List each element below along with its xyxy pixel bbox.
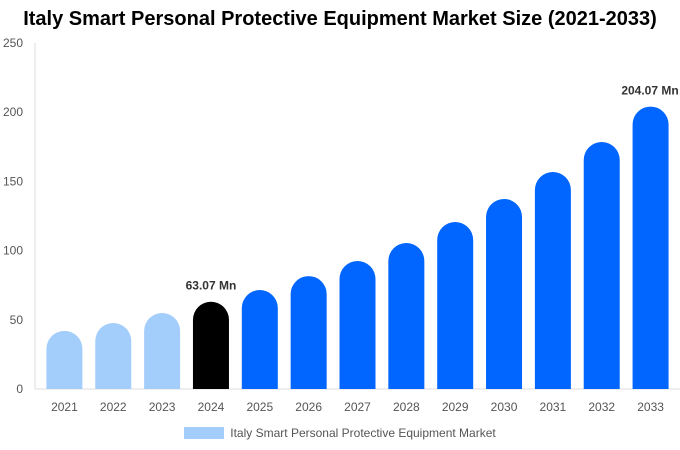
x-tick-label: 2025 <box>246 400 273 414</box>
x-tick-label: 2021 <box>51 400 78 414</box>
bar-2025 <box>241 290 278 389</box>
x-tick-label: 2029 <box>442 400 469 414</box>
legend-swatch <box>184 427 225 439</box>
x-tick-label: 2030 <box>491 400 518 414</box>
y-tick-label: 100 <box>3 244 23 258</box>
bar-2026 <box>290 276 327 389</box>
x-tick-label: 2028 <box>393 400 420 414</box>
x-tick-label: 2023 <box>149 400 176 414</box>
x-tick-label: 2024 <box>198 400 225 414</box>
bar-2022 <box>95 322 132 389</box>
bar-2030 <box>486 198 523 389</box>
bar-2023 <box>144 313 181 389</box>
y-tick-label: 150 <box>3 174 23 188</box>
data-label: 204.07 Mn <box>621 84 678 98</box>
y-tick-label: 0 <box>16 382 23 396</box>
bar-2029 <box>437 221 474 389</box>
bar-2032 <box>583 141 620 389</box>
data-label: 63.07 Mn <box>186 279 237 293</box>
chart-title: Italy Smart Personal Protective Equipmen… <box>23 8 657 30</box>
y-tick-label: 250 <box>3 36 23 50</box>
legend-label: Italy Smart Personal Protective Equipmen… <box>230 426 496 440</box>
x-tick-label: 2033 <box>637 400 664 414</box>
bar-2021 <box>46 330 83 389</box>
y-tick-label: 50 <box>10 313 24 327</box>
x-tick-label: 2031 <box>540 400 567 414</box>
bar-2027 <box>339 260 376 389</box>
bar-2028 <box>388 242 425 389</box>
x-tick-label: 2026 <box>295 400 322 414</box>
bar-2031 <box>534 171 571 389</box>
bar-2024 <box>192 301 229 389</box>
x-tick-label: 2032 <box>588 400 615 414</box>
y-tick-label: 200 <box>3 105 23 119</box>
x-tick-label: 2022 <box>100 400 127 414</box>
legend: Italy Smart Personal Protective Equipmen… <box>0 426 680 440</box>
bar-2033 <box>632 106 669 389</box>
x-tick-label: 2027 <box>344 400 371 414</box>
